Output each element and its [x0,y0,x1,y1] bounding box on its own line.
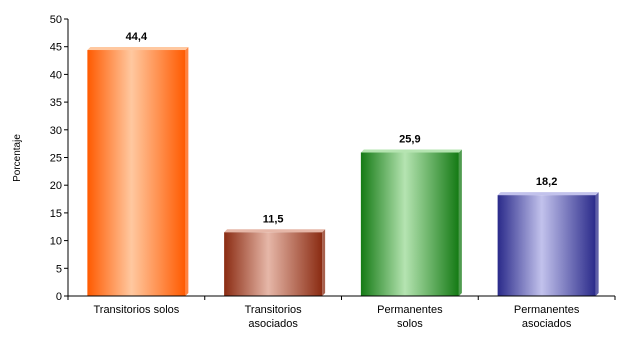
data-label: 25,9 [399,134,420,146]
y-tick-label: 0 [56,291,62,303]
y-tick-label: 40 [50,69,62,81]
x-tick-label: Transitorios asociados [245,304,303,330]
bar-side [595,192,599,296]
data-label: 18,2 [536,176,557,188]
y-tick-label: 25 [50,153,62,165]
y-tick-label: 5 [56,263,62,275]
x-tick-label: Permanentes solos [377,304,443,330]
y-tick-label: 50 [50,14,62,26]
x-tick-label: Permanentes asociados [514,304,580,330]
bar [360,152,459,296]
bar-top [87,47,189,51]
bar [224,232,323,296]
y-axis: 0 5 10 15 20 25 30 35 40 45 50 [50,14,69,303]
y-axis-title: Porcentaje [12,134,23,182]
bars: 44,4 11,5 25,9 18,2 [87,31,599,296]
bar-top [497,192,599,196]
y-tick-label: 35 [50,97,62,109]
x-axis: Transitorios solos Transitorios asociados P… [67,295,616,330]
bar-side [185,47,189,296]
bar-top [224,229,326,233]
bar-side [322,229,326,296]
y-tick-label: 45 [50,42,62,54]
y-tick-label: 15 [50,208,62,220]
y-tick-label: 20 [50,180,62,192]
y-tick-label: 30 [50,125,62,137]
bar-top [360,149,462,153]
bar [497,195,596,296]
x-tick-label: Transitorios solos [93,304,179,316]
data-label: 44,4 [126,31,148,43]
data-label: 11,5 [263,213,284,225]
bar-side [458,149,462,296]
y-tick-label: 10 [50,236,62,248]
bar [87,50,186,296]
